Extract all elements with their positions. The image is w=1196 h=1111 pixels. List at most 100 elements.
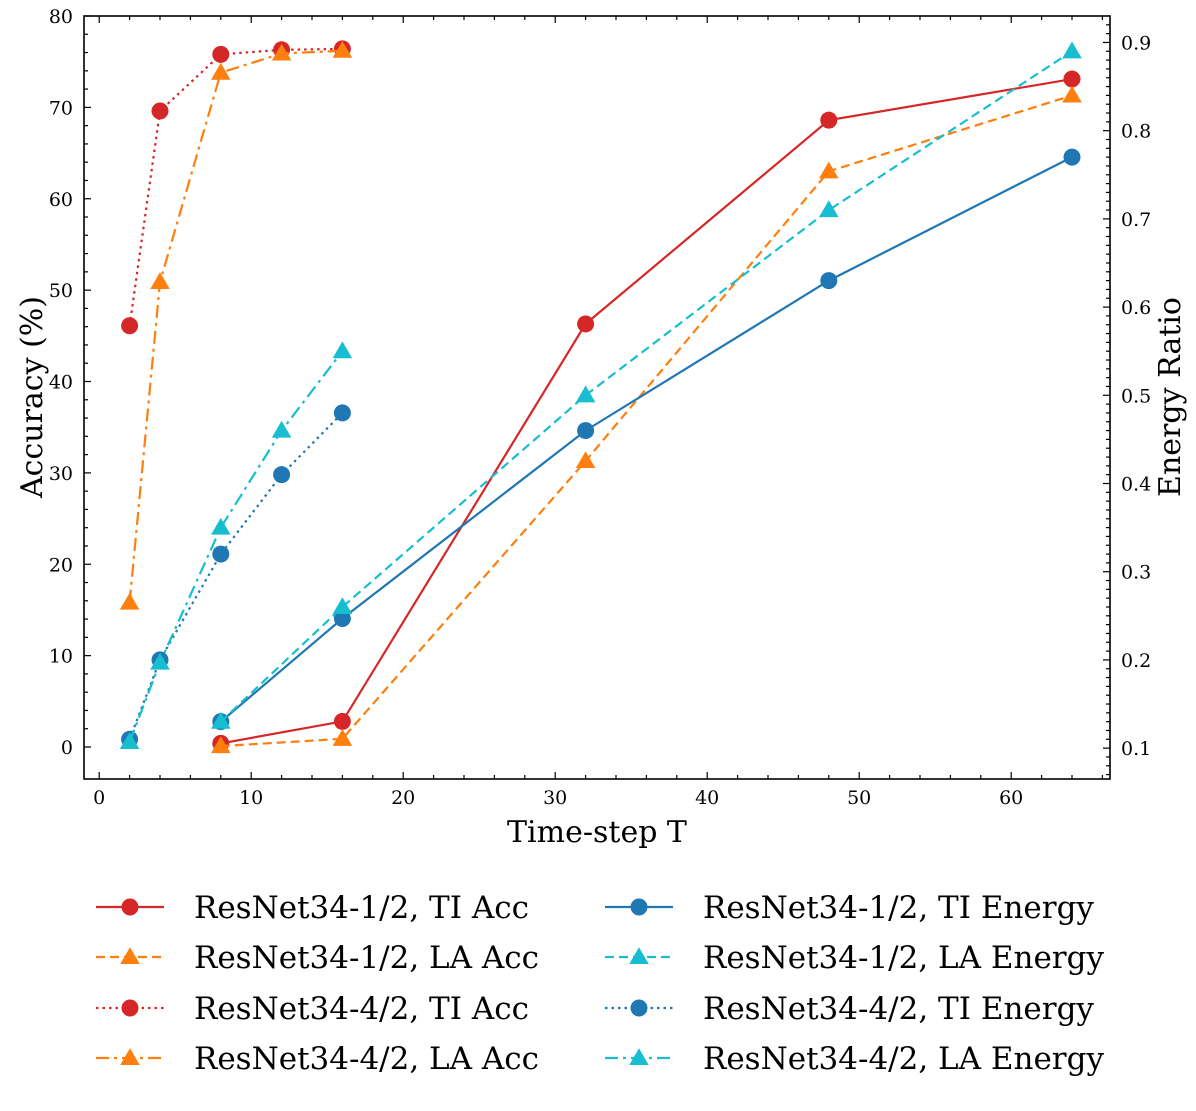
legend-item: ResNet34-4/2, TI Energy bbox=[605, 991, 1094, 1027]
x-tick-label: 20 bbox=[391, 787, 415, 809]
series-2 bbox=[211, 85, 1082, 754]
y-tick-label: 20 bbox=[49, 554, 73, 576]
data-point bbox=[119, 592, 140, 610]
y2-tick-label: 0.5 bbox=[1121, 385, 1151, 407]
legend-marker bbox=[121, 999, 139, 1017]
legend-item: ResNet34-1/2, TI Energy bbox=[605, 890, 1094, 926]
data-point bbox=[333, 712, 351, 730]
data-point bbox=[211, 711, 231, 729]
data-point bbox=[332, 597, 353, 615]
data-point bbox=[273, 466, 291, 484]
series-7 bbox=[121, 404, 351, 748]
data-point bbox=[1063, 148, 1081, 166]
legend-item: ResNet34-4/2, LA Acc bbox=[96, 1041, 539, 1077]
x-tick-label: 60 bbox=[999, 787, 1023, 809]
legend-label: ResNet34-1/2, TI Energy bbox=[703, 890, 1094, 926]
data-point bbox=[1063, 70, 1081, 88]
data-point bbox=[819, 161, 839, 179]
legend: ResNet34-1/2, TI Acc ResNet34-1/2, LA Acc… bbox=[96, 890, 1104, 1077]
series-6 bbox=[211, 41, 1082, 729]
y2-tick-label: 0.7 bbox=[1121, 209, 1151, 231]
y2-tick-label: 0.6 bbox=[1121, 297, 1151, 319]
data-point bbox=[271, 420, 292, 438]
legend-item: ResNet34-1/2, LA Acc bbox=[96, 940, 539, 976]
series-line bbox=[220, 94, 1073, 748]
legend-label: ResNet34-1/2, LA Energy bbox=[703, 940, 1104, 976]
y2-tick-label: 0.9 bbox=[1121, 32, 1151, 54]
legend-marker bbox=[630, 898, 648, 916]
series-line bbox=[128, 412, 344, 740]
y-tick-label: 40 bbox=[49, 372, 73, 394]
data-point bbox=[150, 652, 170, 670]
x-tick-label: 40 bbox=[695, 787, 719, 809]
data-point bbox=[575, 451, 596, 469]
legend-label: ResNet34-1/2, TI Acc bbox=[194, 890, 529, 926]
y-tick-label: 0 bbox=[61, 737, 73, 759]
legend-label: ResNet34-1/2, LA Acc bbox=[194, 940, 539, 976]
legend-item: ResNet34-4/2, LA Energy bbox=[605, 1041, 1104, 1077]
series-8 bbox=[119, 341, 353, 749]
series-line bbox=[128, 350, 344, 743]
x-axis-title: Time-step T bbox=[507, 815, 687, 850]
data-point bbox=[150, 272, 170, 289]
data-point bbox=[212, 45, 230, 63]
legend-item: ResNet34-1/2, TI Acc bbox=[96, 890, 529, 926]
legend-marker bbox=[629, 1048, 649, 1066]
y2-tick-label: 0.1 bbox=[1121, 738, 1151, 760]
data-point bbox=[119, 732, 140, 749]
legend-label: ResNet34-4/2, TI Acc bbox=[194, 991, 529, 1027]
legend-marker bbox=[629, 947, 649, 965]
series-layer bbox=[119, 40, 1082, 754]
series-line bbox=[220, 156, 1073, 723]
data-point bbox=[577, 422, 595, 440]
y2-tick-label: 0.3 bbox=[1121, 562, 1151, 584]
data-point bbox=[333, 609, 351, 627]
legend-marker bbox=[630, 999, 648, 1017]
legend-marker bbox=[120, 1048, 140, 1066]
legend-marker bbox=[120, 947, 140, 965]
data-point bbox=[820, 272, 838, 290]
data-point bbox=[121, 317, 139, 335]
y-tick-label: 50 bbox=[49, 280, 73, 302]
y2-tick-label: 0.4 bbox=[1121, 474, 1151, 496]
data-point bbox=[1062, 85, 1082, 103]
x-tick-label: 30 bbox=[543, 787, 567, 809]
data-point bbox=[332, 729, 353, 746]
x-tick-label: 0 bbox=[93, 787, 105, 809]
data-point bbox=[1062, 41, 1082, 59]
data-point bbox=[212, 545, 230, 563]
data-point bbox=[819, 200, 839, 218]
data-point bbox=[577, 315, 595, 333]
axes-layer: 0 10 20 30 40 50 60 0 10 20 30 40 50 60 70 80 0.1 0.2 0.3 0… bbox=[49, 6, 1151, 809]
data-point bbox=[332, 341, 353, 359]
data-point bbox=[332, 40, 353, 58]
legend-item: ResNet34-1/2, LA Energy bbox=[605, 940, 1104, 976]
data-point bbox=[820, 111, 838, 129]
series-4 bbox=[119, 40, 353, 610]
legend-item: ResNet34-4/2, TI Acc bbox=[96, 991, 529, 1027]
legend-label: ResNet34-4/2, LA Energy bbox=[703, 1041, 1104, 1077]
y2-axis-title: Energy Ratio bbox=[1153, 297, 1188, 497]
y-tick-label: 60 bbox=[49, 189, 73, 211]
series-3 bbox=[121, 40, 351, 335]
legend-marker bbox=[121, 898, 139, 916]
data-point bbox=[333, 404, 351, 422]
y-tick-label: 80 bbox=[49, 6, 73, 28]
x-tick-label: 10 bbox=[239, 787, 263, 809]
y-tick-label: 10 bbox=[49, 646, 73, 668]
data-point bbox=[575, 385, 596, 403]
y-tick-label: 70 bbox=[49, 97, 73, 119]
data-point bbox=[271, 43, 292, 61]
legend-label: ResNet34-4/2, TI Energy bbox=[703, 991, 1094, 1027]
y-axis-title: Accuracy (%) bbox=[15, 296, 50, 499]
data-point bbox=[211, 62, 231, 80]
x-tick-label: 50 bbox=[847, 787, 871, 809]
series-5 bbox=[212, 148, 1081, 731]
y2-tick-label: 0.2 bbox=[1121, 650, 1151, 672]
data-point bbox=[211, 517, 231, 535]
y2-tick-label: 0.8 bbox=[1121, 121, 1151, 143]
y-tick-label: 30 bbox=[49, 463, 73, 485]
series-line bbox=[128, 49, 343, 603]
